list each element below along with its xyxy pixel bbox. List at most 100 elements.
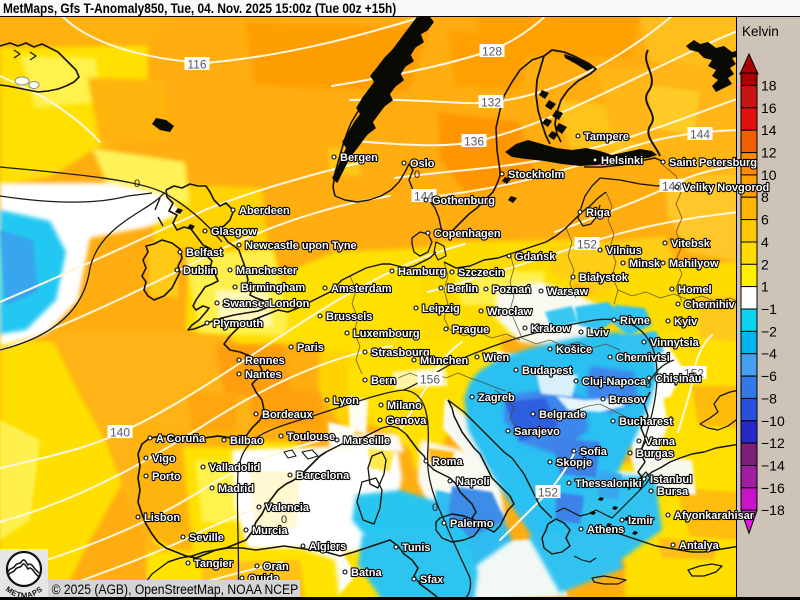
svg-text:128: 128 [482, 45, 502, 59]
svg-text:Birmingham: Birmingham [241, 282, 305, 294]
svg-text:Marseille: Marseille [343, 435, 390, 447]
svg-text:−14: −14 [761, 458, 785, 474]
svg-text:Brussels: Brussels [326, 311, 372, 323]
svg-text:10: 10 [761, 167, 777, 183]
svg-text:Manchester: Manchester [236, 265, 298, 277]
svg-text:Oran: Oran [263, 561, 289, 573]
svg-text:2: 2 [761, 256, 769, 272]
svg-text:Brasov: Brasov [609, 394, 647, 406]
svg-text:Izmir: Izmir [628, 515, 654, 527]
svg-text:Zagreb: Zagreb [478, 392, 515, 404]
svg-text:Burgas: Burgas [636, 448, 674, 460]
svg-text:Milano: Milano [387, 400, 422, 412]
svg-text:140: 140 [110, 426, 130, 440]
svg-text:Vinnytsia: Vinnytsia [650, 337, 700, 349]
svg-text:Thessaloniki: Thessaloniki [575, 478, 642, 490]
svg-text:Luxembourg: Luxembourg [353, 328, 420, 340]
svg-text:−12: −12 [761, 435, 785, 451]
svg-text:0: 0 [281, 514, 287, 526]
svg-text:Napoli: Napoli [456, 476, 490, 488]
svg-text:Saint Petersburg: Saint Petersburg [669, 157, 757, 169]
svg-text:Kyiv: Kyiv [674, 316, 698, 328]
svg-text:Toulouse: Toulouse [287, 431, 335, 443]
svg-text:Bilbao: Bilbao [230, 435, 264, 447]
svg-text:−6: −6 [761, 368, 777, 384]
svg-text:München: München [420, 355, 469, 367]
svg-text:Roma: Roma [432, 456, 463, 468]
svg-text:Rivne: Rivne [620, 315, 650, 327]
svg-text:−1: −1 [761, 301, 777, 317]
svg-text:152: 152 [577, 238, 597, 252]
svg-text:Vitebsk: Vitebsk [671, 238, 711, 250]
svg-text:Tangier: Tangier [194, 558, 234, 570]
svg-text:152: 152 [538, 486, 558, 500]
svg-text:Chișinău: Chișinău [655, 373, 701, 385]
svg-text:Bergen: Bergen [340, 152, 378, 164]
svg-text:Genova: Genova [386, 415, 427, 427]
svg-text:Algiers: Algiers [309, 541, 346, 553]
svg-text:Varna: Varna [645, 436, 676, 448]
svg-text:Rennes: Rennes [245, 355, 285, 367]
svg-text:Budapest: Budapest [522, 365, 572, 377]
svg-text:Oslo: Oslo [410, 158, 435, 170]
svg-text:London: London [269, 298, 310, 310]
svg-text:Bucharest: Bucharest [619, 416, 673, 428]
svg-text:Valladolid: Valladolid [209, 462, 260, 474]
svg-text:Lyon: Lyon [333, 395, 359, 407]
svg-text:Plymouth: Plymouth [213, 318, 263, 330]
svg-text:Stockholm: Stockholm [508, 169, 564, 181]
svg-text:Belfast: Belfast [186, 247, 223, 259]
svg-text:Gdańsk: Gdańsk [515, 251, 556, 263]
svg-text:Glasgow: Glasgow [211, 226, 257, 238]
svg-text:Wrocław: Wrocław [487, 306, 532, 318]
svg-text:144: 144 [414, 190, 434, 204]
svg-text:Copenhagen: Copenhagen [434, 228, 501, 240]
svg-text:8: 8 [761, 189, 769, 205]
svg-text:Sfax: Sfax [420, 574, 444, 586]
svg-text:Skopje: Skopje [556, 457, 592, 469]
svg-text:Paris: Paris [297, 342, 324, 354]
svg-text:−18: −18 [761, 502, 785, 518]
svg-text:136: 136 [464, 135, 484, 149]
svg-text:Seville: Seville [189, 532, 224, 544]
svg-text:Cluj-Napoca: Cluj-Napoca [582, 376, 647, 388]
svg-text:0: 0 [432, 502, 438, 514]
svg-text:0: 0 [134, 178, 140, 190]
svg-text:Strasbourg: Strasbourg [371, 347, 430, 359]
svg-text:Kelvin: Kelvin [742, 24, 779, 39]
svg-text:Gothenburg: Gothenburg [432, 195, 495, 207]
svg-text:152: 152 [684, 367, 704, 381]
svg-text:−2: −2 [761, 323, 777, 339]
svg-text:Bordeaux: Bordeaux [262, 409, 314, 421]
svg-text:Valencia: Valencia [265, 502, 310, 514]
svg-text:−8: −8 [761, 390, 777, 406]
svg-text:Poznań: Poznań [492, 284, 531, 296]
svg-text:16: 16 [761, 100, 777, 116]
svg-text:Tampere: Tampere [584, 131, 629, 143]
svg-text:Palermo: Palermo [450, 518, 494, 530]
svg-text:Berlin: Berlin [447, 283, 478, 295]
svg-text:Batna: Batna [351, 567, 382, 579]
svg-text:−16: −16 [761, 480, 785, 496]
svg-text:Prague: Prague [452, 324, 489, 336]
svg-text:116: 116 [187, 58, 206, 72]
svg-text:Belgrade: Belgrade [539, 409, 586, 421]
svg-text:−10: −10 [761, 413, 785, 429]
svg-text:Amsterdam: Amsterdam [331, 283, 392, 295]
svg-text:Bursa: Bursa [657, 486, 689, 498]
svg-text:Riga: Riga [586, 207, 611, 219]
svg-text:Vilnius: Vilnius [606, 245, 642, 257]
svg-text:Warsaw: Warsaw [547, 286, 589, 298]
svg-text:156: 156 [420, 373, 440, 387]
svg-text:−4: −4 [761, 346, 777, 362]
svg-text:Lviv: Lviv [587, 327, 610, 339]
svg-text:Istanbul: Istanbul [650, 474, 692, 486]
svg-text:Lisbon: Lisbon [144, 512, 180, 524]
svg-text:Madrid: Madrid [218, 483, 254, 495]
svg-text:14: 14 [761, 122, 777, 138]
svg-text:Porto: Porto [152, 471, 181, 483]
svg-text:Chernihiv: Chernihiv [684, 299, 736, 311]
svg-text:132: 132 [481, 96, 501, 110]
svg-text:4: 4 [761, 234, 769, 250]
svg-text:Afyonkarahisar: Afyonkarahisar [674, 510, 755, 522]
